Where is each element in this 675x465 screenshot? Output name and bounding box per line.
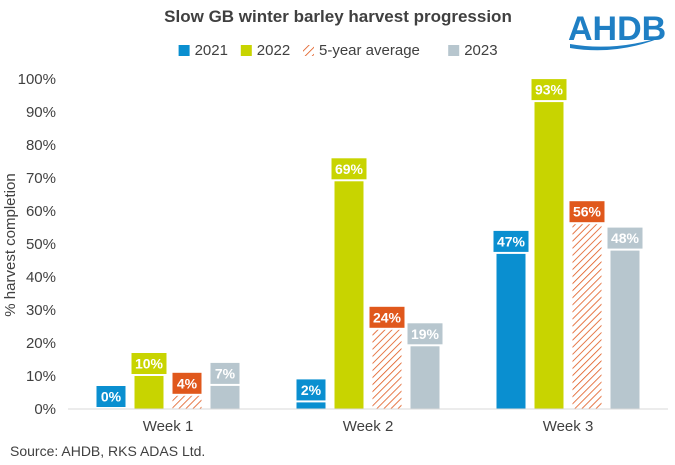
legend-label: 2022 <box>257 42 290 59</box>
legend-label: 5-year average <box>319 42 420 59</box>
x-category-label: Week 1 <box>143 418 194 435</box>
data-label-box <box>96 386 126 407</box>
data-label: 7% <box>215 365 236 381</box>
bar-5-year-average <box>172 395 202 409</box>
logo-text: AHDB <box>568 10 666 48</box>
bar-2022 <box>134 376 164 409</box>
logo-swoosh <box>570 36 665 51</box>
y-axis-ticks: 0% 10% 20% 30% 40% 50% 60% 70% 80% 90% 100% <box>18 71 56 418</box>
ahdb-logo: AHDB <box>568 10 666 51</box>
y-tick-label: 100% <box>18 71 56 88</box>
chart-title: Slow GB winter barley harvest progressio… <box>164 7 512 26</box>
data-label-box <box>296 379 326 401</box>
data-label-box <box>407 323 443 345</box>
y-tick-label: 30% <box>26 302 56 319</box>
data-label: 69% <box>335 161 364 177</box>
bar-2021 <box>296 402 326 409</box>
legend-swatch <box>303 45 314 56</box>
data-label-box <box>331 158 367 180</box>
data-label: 56% <box>573 204 602 220</box>
y-tick-label: 20% <box>26 335 56 352</box>
data-label-box <box>493 230 529 252</box>
legend: 2021 2022 5-year average 2023 <box>178 42 498 59</box>
data-label: 10% <box>135 356 164 372</box>
bar-2021 <box>496 253 526 409</box>
legend-swatch <box>178 45 190 56</box>
legend-label: 2021 <box>195 42 228 59</box>
bar-5-year-average <box>372 329 402 409</box>
data-label: 47% <box>497 233 526 249</box>
legend-swatch <box>448 45 460 56</box>
data-label-box <box>210 362 240 384</box>
data-label-box <box>569 201 605 223</box>
y-tick-label: 40% <box>26 269 56 286</box>
bar-5-year-average <box>572 224 602 409</box>
data-label-box <box>607 227 643 249</box>
x-category-label: Week 3 <box>543 418 594 435</box>
data-label-box <box>369 306 405 328</box>
legend-label: 2023 <box>464 42 497 59</box>
data-label: 24% <box>373 309 402 325</box>
bar-2023 <box>610 250 640 409</box>
y-tick-label: 70% <box>26 170 56 187</box>
data-labels: 0% 10% 4% 7% 2% 69% 24% 19% 47% 93% 56% 48% <box>96 79 643 407</box>
data-label-box <box>172 372 202 394</box>
y-tick-label: 80% <box>26 137 56 154</box>
y-axis-label: % harvest completion <box>2 173 19 316</box>
bar-2023 <box>410 346 440 409</box>
data-label: 2% <box>301 382 322 398</box>
data-label: 4% <box>177 375 198 391</box>
y-tick-label: 90% <box>26 104 56 121</box>
x-axis-categories: Week 1 Week 2 Week 3 <box>143 418 594 435</box>
data-label: 48% <box>611 230 640 246</box>
data-label-box <box>531 79 567 101</box>
legend-swatch <box>240 45 252 56</box>
data-label-box <box>131 353 167 374</box>
x-category-label: Week 2 <box>343 418 394 435</box>
bar-2023 <box>210 385 240 409</box>
source-note: Source: AHDB, RKS ADAS Ltd. <box>10 443 205 459</box>
y-tick-label: 10% <box>26 368 56 385</box>
data-label: 19% <box>411 326 440 342</box>
bar-2022 <box>334 181 364 409</box>
y-tick-label: 50% <box>26 236 56 253</box>
y-tick-label: 60% <box>26 203 56 220</box>
data-label: 93% <box>535 82 564 98</box>
y-tick-label: 0% <box>34 401 56 418</box>
data-label: 0% <box>101 389 122 405</box>
bars <box>134 102 640 409</box>
bar-2022 <box>534 102 564 409</box>
